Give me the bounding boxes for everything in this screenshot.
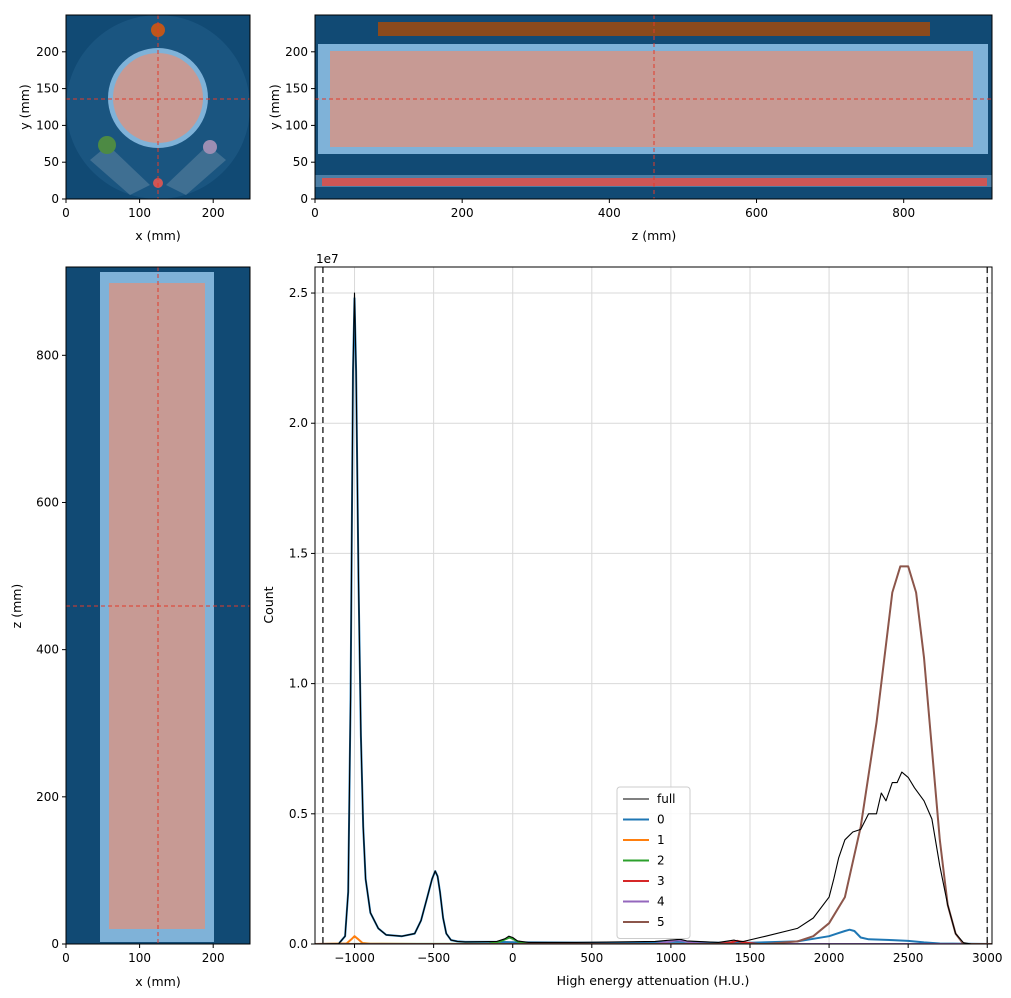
xz-xtick-label: 100 — [128, 951, 151, 965]
xy-sample-core — [113, 53, 203, 143]
histogram-xtick-label: −500 — [417, 951, 450, 965]
zy-ytick-label: 200 — [285, 45, 308, 59]
histogram-ytick-label: 2.5 — [289, 286, 308, 300]
histogram-xtick-label: 2000 — [814, 951, 845, 965]
xy-xtick-label: 100 — [128, 206, 151, 220]
legend-box — [616, 786, 691, 939]
zy-ytick-label: 100 — [285, 118, 308, 132]
histogram-ylabel: Count — [261, 586, 276, 623]
histogram-offset-label: 1e7 — [316, 252, 339, 266]
xz-xtick-label: 200 — [202, 951, 225, 965]
legend-label-4: 4 — [657, 895, 665, 909]
xy-xtick-label: 0 — [62, 206, 70, 220]
xz-axes-frame — [65, 266, 251, 945]
histogram-xtick-label: 1000 — [656, 951, 687, 965]
histogram-ytick-label: 2.0 — [289, 416, 308, 430]
zy-ytick-label: 50 — [293, 155, 308, 169]
xy-ylabel: y (mm) — [17, 84, 32, 129]
xy-axes-frame — [65, 14, 251, 200]
xy-view: 0 100 200 0 50 100 150 200 x (mm) y (mm) — [17, 14, 251, 243]
series-line-full — [315, 292, 992, 944]
xy-ytick-label: 100 — [36, 118, 59, 132]
zy-bar-red — [322, 178, 987, 186]
xy-marker-green — [98, 136, 116, 154]
histogram-axes-frame — [314, 266, 993, 945]
xz-ytick-label: 0 — [51, 937, 59, 951]
xy-xtick-label: 200 — [202, 206, 225, 220]
series-line-5 — [315, 565, 992, 944]
zy-ytick-label: 0 — [300, 192, 308, 206]
xz-view: 0 100 200 0 200 400 600 800 x (mm) z (mm) — [9, 266, 251, 989]
zy-xtick-label: 0 — [311, 206, 319, 220]
legend: full 0 1 2 3 4 5 — [616, 786, 691, 939]
xz-xtick-label: 0 — [62, 951, 70, 965]
histogram-ytick-label: 1.0 — [289, 677, 308, 691]
histogram-xtick-label: 2500 — [893, 951, 924, 965]
zy-xtick-label: 600 — [745, 206, 768, 220]
legend-label-0: 0 — [657, 813, 665, 827]
xz-ylabel: z (mm) — [9, 584, 24, 629]
xy-xlabel: x (mm) — [135, 228, 180, 243]
legend-label-1: 1 — [657, 833, 665, 847]
histogram-xtick-label: 500 — [580, 951, 603, 965]
zy-xlabel: z (mm) — [632, 228, 677, 243]
xy-ytick-label: 150 — [36, 82, 59, 96]
zy-ytick-label: 150 — [285, 82, 308, 96]
xy-wedge-left — [90, 145, 150, 195]
xz-ytick-label: 400 — [36, 643, 59, 657]
xy-ytick-label: 50 — [44, 155, 59, 169]
zy-xtick-label: 200 — [451, 206, 474, 220]
histogram-chart: −1000 −500 0 500 1000 1500 2000 2500 3000 0.0 0.5 1… — [261, 252, 1003, 988]
zy-view: 0 200 400 600 800 0 50 100 150 200 z (mm) y (mm) — [267, 14, 993, 243]
xz-ytick-label: 600 — [36, 495, 59, 509]
zy-axes-frame — [314, 14, 993, 200]
xz-xlabel: x (mm) — [135, 974, 180, 989]
histogram-ytick-label: 0.5 — [289, 807, 308, 821]
legend-label-3: 3 — [657, 874, 665, 888]
histogram-xtick-label: −1000 — [334, 951, 375, 965]
xy-wedge-right — [166, 145, 226, 195]
xy-ytick-label: 200 — [36, 45, 59, 59]
histogram-xtick-label: 1500 — [735, 951, 766, 965]
legend-label-5: 5 — [657, 915, 665, 929]
histogram-ytick-label: 0.0 — [289, 937, 308, 951]
legend-label-full: full — [657, 792, 676, 806]
xz-ytick-label: 800 — [36, 348, 59, 362]
zy-xtick-label: 800 — [892, 206, 915, 220]
histogram-xtick-label: 3000 — [972, 951, 1003, 965]
histogram-xtick-label: 0 — [509, 951, 517, 965]
xz-ytick-label: 200 — [36, 790, 59, 804]
zy-xtick-label: 400 — [598, 206, 621, 220]
histogram-ytick-label: 1.5 — [289, 546, 308, 560]
zy-ylabel: y (mm) — [267, 84, 282, 129]
xy-ytick-label: 0 — [51, 192, 59, 206]
legend-label-2: 2 — [657, 854, 665, 868]
histogram-xlabel: High energy attenuation (H.U.) — [557, 973, 750, 988]
xy-marker-purple — [203, 140, 217, 154]
